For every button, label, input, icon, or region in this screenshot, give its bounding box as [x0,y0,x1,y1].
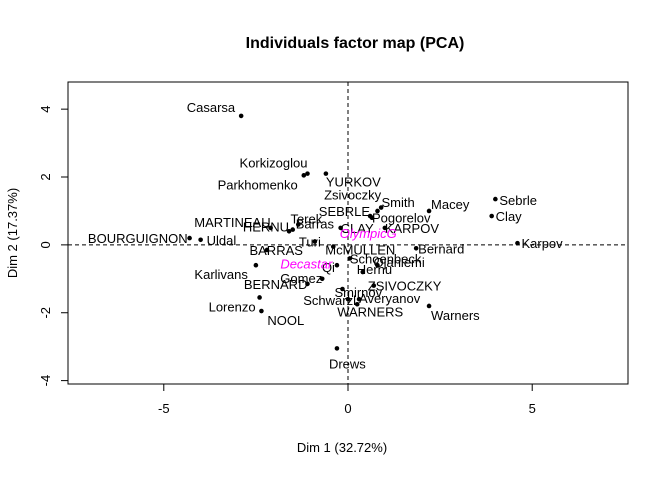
point-marker [360,269,366,275]
point-marker [259,308,264,314]
point-label: McMULLEN [325,243,395,258]
y-tick-label: -2 [38,307,53,319]
point-label: NOOL [267,313,304,328]
point-label: Clay [496,209,523,224]
x-axis-label: Dim 1 (32.72%) [297,440,387,455]
point-label: Turi [299,234,321,249]
point-marker [375,208,380,214]
point-label: Smith [381,195,414,210]
point-marker [371,283,377,288]
point-marker [290,227,296,232]
point-marker [334,346,340,351]
point-label: Drews [329,356,366,371]
point-marker [356,296,362,302]
point-marker [323,171,329,176]
point-marker [301,173,307,178]
point-marker [238,113,244,119]
individual-points: Casarsa Korkizoglou Parkhomenko YURKOVZsivo… [88,100,563,371]
point-label: WARNERS [337,304,403,319]
y-axis: -4 -2 0 2 4 [38,106,69,387]
point-marker [330,244,336,249]
point-label: Averyanov [359,291,421,306]
point-marker [493,196,498,202]
point-label: Smirnov [334,285,382,300]
point-marker [198,237,203,243]
point-label: Terek [290,212,322,227]
point-marker [382,225,388,231]
y-tick-label: 0 [38,241,53,248]
point-marker [305,281,310,287]
point-marker [515,240,520,246]
point-label: ZSIVOCZKY [368,279,442,294]
point-label: Karpov [521,236,563,251]
point-label: BARRAS [249,243,303,258]
point-marker [338,225,343,231]
point-marker [334,262,340,268]
point-label: Warners [431,308,480,323]
supplementary-label: OlympicG [340,226,397,241]
point-label: Zsivoczky [324,188,382,203]
point-marker [295,222,301,227]
point-marker [489,213,494,219]
point-label: Macey [431,197,470,212]
point-label: YURKOV [326,175,381,190]
point-marker [347,256,353,261]
point-label: Barras [296,217,335,232]
x-tick-label: -5 [158,401,170,416]
point-label: Parkhomenko [218,177,298,192]
supplementary-label: Decastar [280,257,333,272]
supplementary-labels: OlympicG Decastar [280,226,396,272]
point-label: Hernu [357,262,392,277]
point-marker [378,205,384,210]
point-label: Korkizoglou [240,156,308,171]
reference-lines [68,82,628,384]
point-marker [264,247,270,253]
point-label: Qi [322,260,335,275]
point-label: Schwarzl [303,293,356,308]
point-label: SEBRLE [319,204,371,219]
point-marker [253,262,259,268]
point-marker [286,229,292,234]
point-marker [319,276,325,282]
point-marker [268,225,273,231]
point-label: BERNARD [244,277,308,292]
point-label: Pogorelov [372,211,431,226]
point-marker [305,171,310,176]
point-marker [312,239,318,244]
x-axis: -5 0 5 [158,383,536,416]
point-label: Bernard [418,241,464,256]
point-label: MARTINEAU [194,215,270,230]
point-label: Schoenbeck [350,251,422,266]
point-marker [187,235,192,241]
point-label: Gomez [280,271,322,286]
point-marker [375,262,380,268]
y-tick-label: 2 [38,173,53,180]
point-label: BOURGUIGNON [88,231,188,246]
point-label: Ojaniemi [373,255,424,270]
point-marker [369,215,375,221]
y-axis-label: Dim 2 (17.37%) [5,188,20,278]
point-label: CLAY [341,221,374,236]
chart-title: Individuals factor map (PCA) [246,35,465,52]
point-label: Karlivans [194,267,248,282]
y-tick-label: -4 [38,375,53,387]
point-label: Casarsa [187,100,236,115]
point-marker [426,208,432,214]
x-tick-label: 5 [529,401,536,416]
point-marker [340,286,345,292]
point-marker [413,245,419,251]
y-tick-label: 4 [38,106,53,113]
point-label: KARPOV [385,221,440,236]
point-label: Uldal [207,233,237,248]
point-marker [257,295,262,300]
point-label: Lorenzo [209,299,256,314]
x-tick-label: 0 [344,401,351,416]
point-marker [426,303,432,309]
point-label: Sebrle [499,193,537,208]
point-marker [354,301,360,307]
point-marker [345,296,351,302]
point-label: HERNU [243,219,289,234]
